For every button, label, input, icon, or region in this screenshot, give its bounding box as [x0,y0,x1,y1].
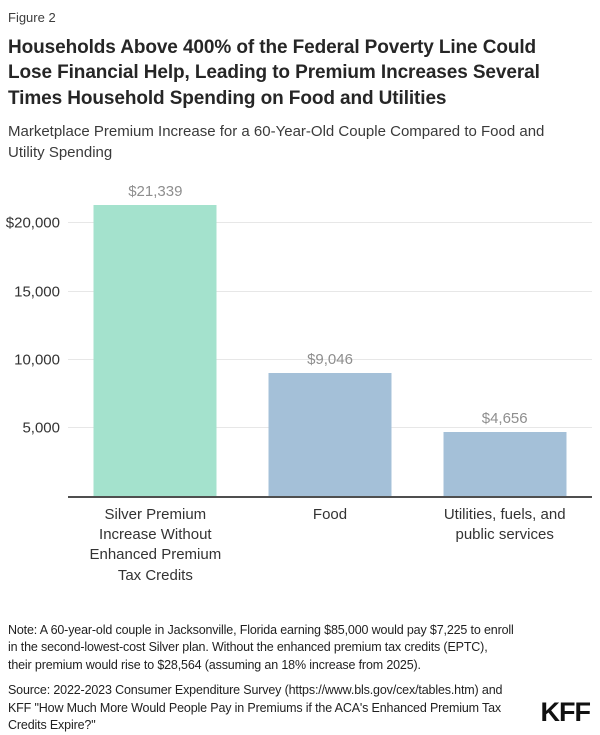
chart-subtitle: Marketplace Premium Increase for a 60-Ye… [8,122,545,161]
note-text: Note: A 60-year-old couple in Jacksonvil… [8,622,514,672]
bar [443,432,567,496]
bar-slot-food: $9,046 [243,176,418,496]
bar [93,205,217,496]
bar-chart: $21,339 $9,046 $4,656 5,000 10,000 15,000 $… [6,176,592,586]
chart-title: Households Above 400% of the Federal Pov… [8,37,540,109]
bar-value-label: $21,339 [128,183,183,201]
bar-slot-utilities: $4,656 [417,176,592,496]
gridline [68,222,592,224]
plot-area: $21,339 $9,046 $4,656 5,000 10,000 15,000 $… [6,176,592,498]
x-axis-label-food: Food [312,505,348,523]
y-axis-tick-label: $20,000 [5,214,60,232]
figure-label: Figure 2 [8,10,56,25]
kff-logo: KFF [540,697,591,727]
gridline [68,358,592,360]
gridline [68,290,592,292]
bar [268,372,392,496]
x-axis-label-utilities: Utilities, fuels, and public services [443,505,566,544]
y-axis-tick-label: 15,000 [14,283,60,301]
y-axis-tick-label: 10,000 [14,351,60,369]
y-axis-tick-label: 5,000 [22,419,60,437]
bar-value-label: $4,656 [481,410,528,428]
source-text: Source: 2022-2023 Consumer Expenditure S… [8,683,503,733]
x-axis-labels: Silver Premium Increase Without Enhanced… [68,505,592,586]
bar-slot-silver-premium: $21,339 [68,176,243,496]
bar-slots: $21,339 $9,046 $4,656 [68,176,592,496]
x-axis-label-silver-premium: Silver Premium Increase Without Enhanced… [89,505,222,584]
bar-value-label: $9,046 [307,350,353,368]
